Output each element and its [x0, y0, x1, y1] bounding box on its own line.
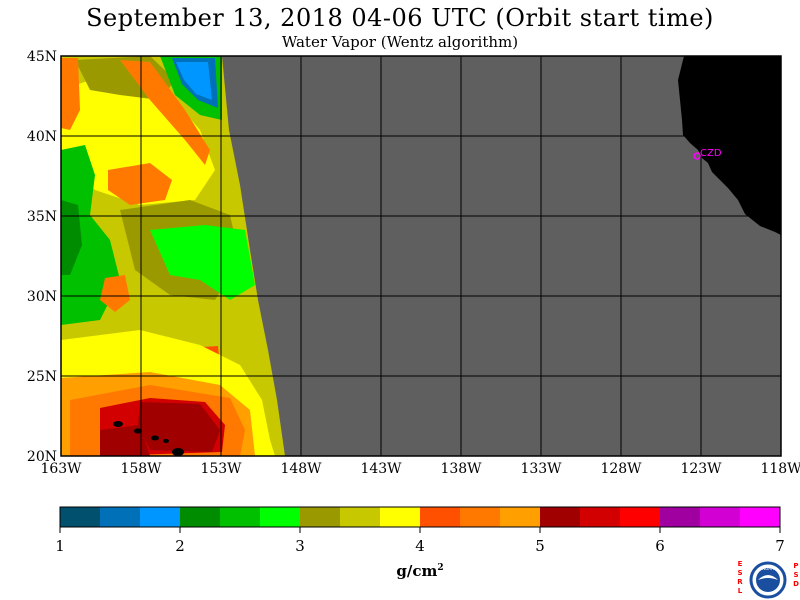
swath-orange-arc	[120, 60, 210, 165]
lon-label: 143W	[360, 461, 402, 477]
lon-label: 148W	[280, 461, 322, 477]
swath-green-2	[61, 200, 82, 275]
lat-label: 40N	[27, 129, 57, 145]
swath-dry-lightblue	[176, 62, 212, 100]
colorbar-tick-label: 4	[415, 537, 425, 555]
water-vapor-field	[61, 56, 285, 456]
colorbar-swatch	[460, 507, 501, 527]
station-circle	[693, 152, 701, 160]
lon-label: 133W	[520, 461, 562, 477]
swath-orange-center	[108, 163, 172, 205]
colorbar-swatch	[540, 507, 581, 527]
colorbar-swatch	[740, 507, 781, 527]
colorbar-swatch	[140, 507, 181, 527]
land-north-america	[678, 56, 781, 235]
psd-letter: P	[793, 562, 798, 570]
lat-label: 25N	[27, 369, 57, 385]
colorbar-swatch	[380, 507, 421, 527]
esrl-letter: S	[737, 569, 742, 577]
swath-orange-spot	[100, 275, 130, 312]
colorbar-tick-label: 2	[175, 537, 185, 555]
station-label: CZD	[700, 148, 722, 159]
colorbar-tick-label: 7	[775, 537, 785, 555]
colorbar-swatch	[220, 507, 261, 527]
noaa-bird	[758, 575, 778, 580]
map-title: September 13, 2018 04-06 UTC (Orbit star…	[86, 4, 714, 32]
colorbar-swatch	[500, 507, 541, 527]
lat-label: 20N	[27, 449, 57, 465]
map-subtitle: Water Vapor (Wentz algorithm)	[281, 33, 519, 51]
colorbar-tick-label: 1	[55, 537, 65, 555]
colorbar-swatch	[620, 507, 661, 527]
psd-letter: D	[793, 580, 799, 588]
colorbar-swatch	[60, 507, 101, 527]
colorbar-tick-label: 3	[295, 537, 305, 555]
lon-label: 118W	[760, 461, 800, 477]
longitude-labels: 163W 158W 153W 148W 143W 138W 133W 128W 123W 118W	[40, 461, 800, 477]
psd-letter: S	[793, 571, 798, 579]
noaa-text: NOAA	[762, 566, 774, 571]
colorbar-swatch	[180, 507, 221, 527]
esrl-letter: L	[738, 587, 743, 595]
colorbar-swatch	[340, 507, 381, 527]
colorbar-swatch	[580, 507, 621, 527]
lon-label: 158W	[120, 461, 162, 477]
colorbar	[59, 506, 781, 533]
colorbar-unit: g/cm2	[396, 562, 444, 580]
esrl-letter: R	[737, 578, 743, 586]
colorbar-swatch	[700, 507, 741, 527]
colorbar-tick-label: 5	[535, 537, 545, 555]
colorbar-tick-labels: 1 2 3 4 5 6 7	[55, 537, 785, 555]
latitude-labels: 45N 40N 35N 30N 25N 20N	[27, 49, 57, 465]
lat-label: 30N	[27, 289, 57, 305]
lon-label: 163W	[40, 461, 82, 477]
noaa-inner	[756, 568, 780, 592]
map-grid	[61, 56, 781, 456]
lon-label: 153W	[200, 461, 242, 477]
swath-bright-green	[150, 225, 255, 300]
colorbar-swatch	[420, 507, 461, 527]
swath-darkred	[138, 402, 220, 452]
lon-label: 123W	[680, 461, 722, 477]
map-border	[60, 55, 782, 457]
colorbar-swatch	[660, 507, 701, 527]
swath-orange-nw	[61, 58, 80, 130]
hawaiian-islands	[113, 421, 184, 456]
station-marker: CZD	[693, 148, 722, 160]
esrl-letter: E	[738, 560, 743, 568]
lon-label: 138W	[440, 461, 482, 477]
lat-label: 35N	[27, 209, 57, 225]
colorbar-swatch	[300, 507, 341, 527]
colorbar-tick-label: 6	[655, 537, 665, 555]
lat-label: 45N	[27, 49, 57, 65]
colorbar-swatch	[260, 507, 301, 527]
colorbar-swatch	[100, 507, 141, 527]
lon-label: 128W	[600, 461, 642, 477]
